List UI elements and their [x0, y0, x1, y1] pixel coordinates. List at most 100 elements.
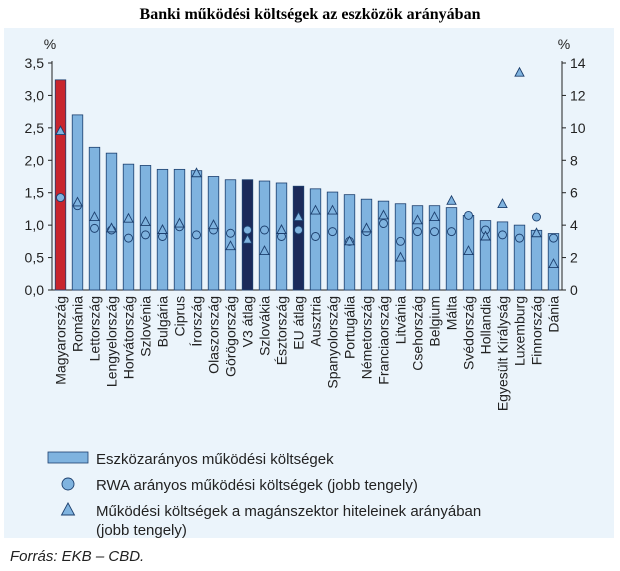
category-label: Portugália: [342, 296, 358, 359]
right-tick-label: 2: [570, 250, 578, 266]
left-tick-label: 1,5: [25, 185, 45, 201]
rwa-marker: [311, 232, 320, 241]
legend-bar-swatch: [47, 451, 89, 464]
loan-ratio-marker: [106, 222, 117, 233]
loan-ratio-marker: [548, 258, 559, 269]
category-label: Ausztria: [308, 296, 324, 347]
right-axis-unit: %: [558, 36, 570, 52]
left-axis-unit: %: [44, 36, 56, 52]
loan-ratio-marker: [395, 251, 406, 262]
loan-ratio-marker: [293, 211, 304, 221]
loan-ratio-marker: [55, 125, 66, 136]
category-label: Németország: [359, 296, 375, 379]
left-tick-label: 2,5: [25, 120, 45, 136]
rwa-marker: [430, 227, 439, 237]
bar: [360, 198, 373, 291]
rwa-marker: [515, 233, 524, 243]
source-note: Forrás: EKB – CBD.: [10, 548, 145, 565]
category-label: Írország: [189, 296, 205, 347]
right-tick-label: 12: [570, 87, 586, 103]
category-label: Málta: [444, 296, 460, 330]
bar: [479, 220, 492, 291]
legend-triangle-label: Működési költségek a magánszektor hitele…: [96, 503, 481, 538]
category-label: Egyesült Királyság: [495, 296, 511, 411]
category-label: EU átlag: [291, 296, 307, 350]
right-tick-label: 0: [570, 282, 578, 298]
loan-ratio-marker: [123, 212, 134, 223]
right-tick-label: 6: [570, 185, 578, 201]
loan-ratio-marker: [276, 224, 287, 234]
bar: [496, 221, 509, 291]
rwa-marker: [192, 230, 201, 240]
chart-frame: %% 0,0 0,5 1,0 1,5 2,0 2,5 3,0 3,5 0 2 4 6 8 10 12 14 Mag…: [4, 28, 614, 538]
loan-ratio-marker: [344, 235, 355, 246]
category-label: Románia: [70, 296, 86, 352]
bar: [411, 205, 424, 291]
right-tick-label: 8: [570, 152, 578, 168]
left-tick-label: 0,5: [25, 250, 45, 266]
bar: [122, 163, 135, 291]
loan-ratio-marker: [446, 194, 457, 205]
category-label: Dánia: [546, 296, 562, 333]
loan-ratio-marker: [531, 227, 542, 238]
category-label: Ciprus: [172, 296, 188, 336]
loan-ratio-marker: [463, 245, 474, 256]
category-label: Olaszország: [206, 296, 222, 374]
loan-ratio-marker: [361, 222, 372, 233]
loan-ratio-marker: [514, 66, 525, 77]
rwa-marker: [379, 219, 388, 228]
category-label: Franciaország: [376, 296, 392, 385]
loan-ratio-marker: [310, 204, 321, 215]
rwa-marker: [447, 227, 456, 237]
category-label: Görögország: [223, 296, 239, 377]
rwa-marker: [328, 227, 337, 237]
bar: [377, 200, 390, 291]
bar: [513, 224, 526, 291]
category-label: V3 átlag: [240, 296, 256, 347]
bar: [105, 152, 118, 291]
category-label: Luxemburg: [512, 296, 528, 366]
bar: [326, 191, 339, 291]
rwa-marker: [464, 210, 473, 220]
category-label: Csehország: [410, 296, 426, 371]
loan-ratio-marker: [72, 196, 83, 207]
legend-bar-label: Eszközarányos működési költségek: [96, 451, 334, 468]
rwa-marker: [90, 223, 99, 233]
loan-ratio-marker: [242, 233, 253, 244]
loan-ratio-marker: [429, 211, 440, 221]
right-tick-label: 14: [570, 55, 586, 71]
loan-ratio-marker: [259, 245, 270, 256]
rwa-marker: [243, 225, 252, 235]
rwa-marker: [413, 227, 422, 237]
left-tick-label: 0,0: [25, 282, 45, 298]
category-label: Magyarország: [53, 296, 69, 385]
category-label: Szlovénia: [138, 296, 154, 357]
loan-ratio-marker: [225, 240, 236, 251]
loan-ratio-marker: [480, 230, 491, 241]
loan-ratio-marker: [378, 209, 389, 220]
rwa-marker: [226, 228, 235, 238]
chart-svg: % % 0,0 0,5 1,0 1,5 2,0 2,5 3,0 3,5 0 2 4 6 8 10 12 14 Mag…: [25, 36, 586, 538]
rwa-marker: [141, 230, 150, 240]
category-label: Finnország: [529, 296, 545, 365]
rwa-marker: [498, 230, 507, 240]
loan-ratio-marker: [208, 219, 219, 230]
category-label: Belgium: [427, 296, 443, 347]
left-tick-label: 2,0: [25, 152, 45, 168]
category-label: Észtország: [274, 296, 290, 365]
legend-circle-label: RWA arányos működési költségek (jobb ten…: [96, 477, 418, 494]
category-label: Svédország: [461, 296, 477, 370]
loan-ratio-marker: [174, 217, 185, 228]
left-tick-label: 3,0: [25, 87, 45, 103]
loan-ratio-marker: [89, 211, 100, 221]
bar: [139, 165, 152, 291]
bar: [292, 185, 305, 291]
rwa-marker: [549, 233, 558, 243]
loan-ratio-marker: [327, 204, 338, 215]
category-label: Hollandia: [478, 296, 494, 355]
right-tick-label: 4: [570, 217, 578, 233]
loan-ratio-marker: [191, 167, 202, 178]
bar: [54, 79, 67, 291]
category-label: Horvátország: [121, 296, 137, 379]
left-tick-label: 3,5: [25, 55, 45, 71]
